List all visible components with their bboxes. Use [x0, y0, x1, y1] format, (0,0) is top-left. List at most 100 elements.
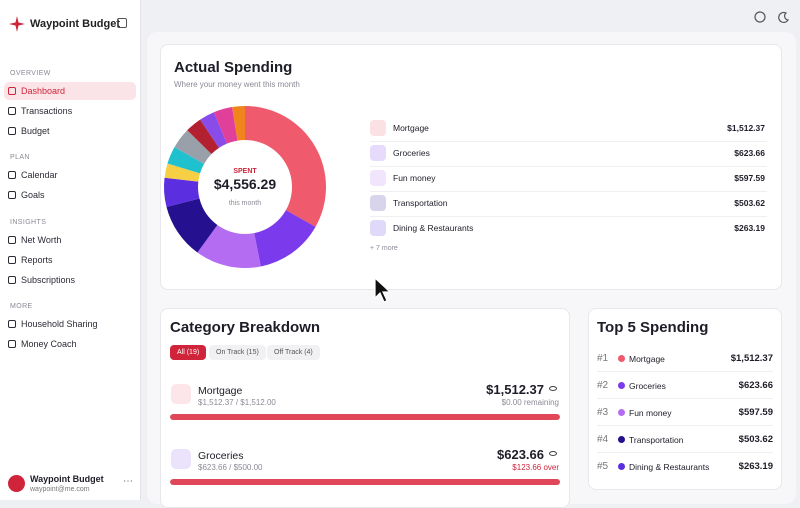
nav-item[interactable]: Goals — [4, 186, 136, 204]
color-dot — [618, 382, 625, 389]
separator — [597, 371, 773, 372]
category-amount: $597.59 — [734, 173, 765, 183]
card-title: Actual Spending — [174, 59, 293, 76]
budget-status: $0.00 remaining — [501, 398, 559, 407]
donut-segment — [187, 119, 219, 155]
center-label: SPENT — [233, 168, 257, 175]
category-name: Mortgage — [629, 354, 665, 364]
category-icon — [370, 195, 386, 211]
rank: #2 — [597, 380, 609, 391]
section-label: OVERVIEW — [10, 70, 51, 77]
user-email: waypoint@me.com — [30, 486, 90, 493]
sidebar: Waypoint Budget OVERVIEW Dashboard Transac… — [0, 0, 141, 500]
category-name: Groceries — [393, 148, 430, 158]
card-title: Category Breakdown — [170, 319, 321, 336]
donut-segment — [232, 106, 245, 141]
category-name: Dining & Restaurants — [629, 462, 710, 472]
category-amount: $263.19 — [738, 461, 773, 472]
eye-icon[interactable] — [549, 451, 557, 456]
separator — [597, 398, 773, 399]
donut-segment — [197, 225, 261, 268]
rank: #1 — [597, 353, 609, 364]
category-amount: $1,512.37 — [727, 123, 765, 133]
spent-amount: $623.66 — [497, 447, 544, 462]
category-name: Dining & Restaurants — [393, 223, 474, 233]
top-icons — [754, 11, 789, 24]
app-name: Waypoint Budget — [30, 18, 121, 30]
category-name: Fun money — [393, 173, 436, 183]
nav-icon — [8, 87, 16, 95]
avatar — [8, 475, 25, 492]
progress-fill — [170, 414, 560, 420]
rank: #5 — [597, 461, 609, 472]
category-name: Mortgage — [198, 385, 243, 397]
progress-track — [170, 479, 560, 485]
nav-item[interactable]: Transactions — [4, 102, 136, 120]
donut-segment — [167, 147, 205, 174]
nav-item[interactable]: Dashboard — [4, 82, 136, 100]
nav-icon — [8, 236, 16, 244]
nav-item[interactable]: Household Sharing — [4, 315, 136, 333]
filter-tab[interactable]: On Track (15) — [209, 345, 266, 360]
top5-card: Top 5 Spending #1 Mortgage $1,512.37 #2 Groc… — [588, 308, 782, 490]
nav-item[interactable]: Subscriptions — [4, 271, 136, 289]
actual-spending-card: Actual Spending Where your money went th… — [160, 44, 782, 290]
spent-amount: $1,512.37 — [486, 382, 544, 397]
eye-icon[interactable] — [549, 386, 557, 391]
separator — [370, 216, 767, 217]
category-amount: $503.62 — [738, 434, 773, 445]
category-icon — [370, 120, 386, 136]
more-link[interactable]: + 7 more — [370, 245, 398, 252]
nav-item[interactable]: Money Coach — [4, 335, 136, 353]
section-label: PLAN — [10, 154, 30, 161]
donut-segment — [200, 112, 227, 148]
category-name: Transportation — [629, 435, 684, 445]
nav-icon — [8, 191, 16, 199]
user-menu[interactable]: ⋯ — [123, 476, 133, 487]
nav-icon — [8, 171, 16, 179]
category-icon — [370, 220, 386, 236]
rank: #3 — [597, 407, 609, 418]
category-amount: $263.19 — [734, 223, 765, 233]
separator — [370, 166, 767, 167]
section-label: INSIGHTS — [10, 219, 47, 226]
help-icon[interactable] — [754, 11, 766, 23]
card-subtitle: Where your money went this month — [174, 80, 300, 89]
budget-status: $123.66 over — [512, 463, 559, 472]
category-name: Transportation — [393, 198, 448, 208]
category-name: Groceries — [629, 381, 666, 391]
nav-icon — [8, 256, 16, 264]
color-dot — [618, 355, 625, 362]
rank: #4 — [597, 434, 609, 445]
mouse-cursor — [374, 276, 392, 303]
separator — [597, 452, 773, 453]
filter-tab[interactable]: Off Track (4) — [267, 345, 320, 360]
donut-chart: SPENT $4,556.29 this month — [164, 106, 326, 268]
category-amount: $623.66 — [738, 380, 773, 391]
category-name: Fun money — [629, 408, 672, 418]
filter-tab[interactable]: All (19) — [170, 345, 207, 360]
center-total: $4,556.29 — [214, 176, 276, 192]
card-title: Top 5 Spending — [597, 319, 709, 336]
nav-icon — [8, 127, 16, 135]
category-breakdown-card: Category Breakdown All (19) On Track (15)… — [160, 308, 570, 508]
donut-segment — [164, 177, 200, 207]
collapse-button[interactable] — [117, 18, 127, 28]
category-icon — [370, 145, 386, 161]
color-dot — [618, 463, 625, 470]
nav-item[interactable]: Calendar — [4, 166, 136, 184]
nav-item[interactable]: Reports — [4, 251, 136, 269]
nav-item[interactable]: Budget — [4, 122, 136, 140]
category-icon — [171, 384, 191, 404]
donut-segment — [174, 130, 212, 164]
center-caption: this month — [229, 200, 261, 207]
theme-icon[interactable] — [778, 11, 789, 24]
donut-segment — [245, 106, 326, 227]
separator — [370, 141, 767, 142]
progress-fill — [170, 479, 560, 485]
nav-item[interactable]: Net Worth — [4, 231, 136, 249]
color-dot — [618, 409, 625, 416]
color-dot — [618, 436, 625, 443]
nav-icon — [8, 276, 16, 284]
budget-detail: $1,512.37 / $1,512.00 — [198, 398, 276, 407]
